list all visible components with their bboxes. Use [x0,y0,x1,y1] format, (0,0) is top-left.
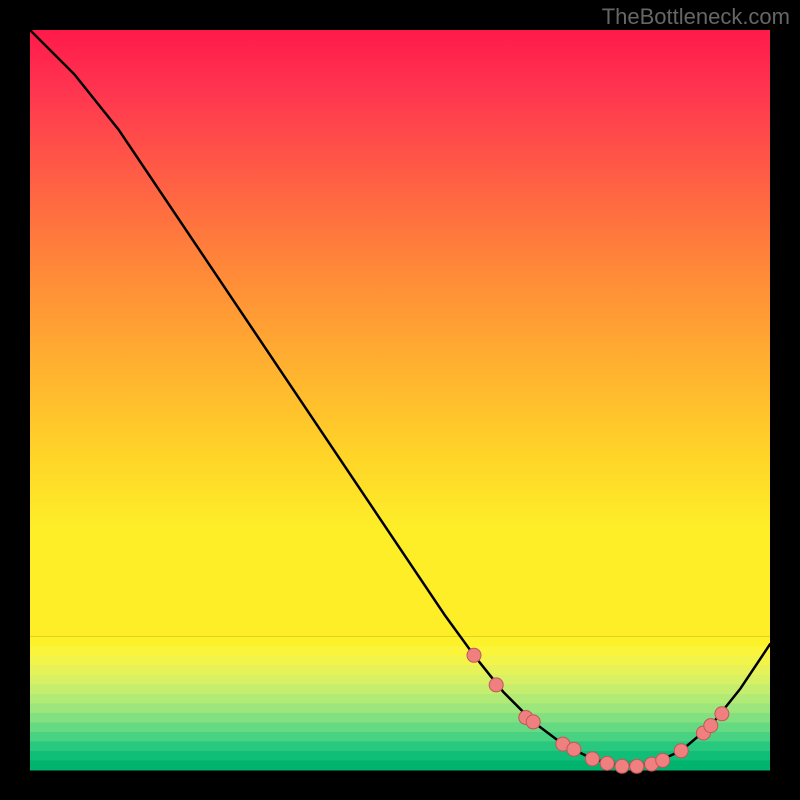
data-marker [704,719,718,733]
watermark-text: TheBottleneck.com [602,4,790,30]
data-marker [567,742,581,756]
chart-container: TheBottleneck.com [0,0,800,800]
data-marker [585,752,599,766]
data-marker [467,648,481,662]
gradient-line-chart [0,0,800,800]
data-marker [600,756,614,770]
data-marker [489,678,503,692]
chart-background [30,30,770,771]
data-marker [674,744,688,758]
data-marker [715,707,729,721]
data-marker [526,715,540,729]
data-marker [630,759,644,773]
data-marker [656,753,670,767]
data-marker [615,759,629,773]
